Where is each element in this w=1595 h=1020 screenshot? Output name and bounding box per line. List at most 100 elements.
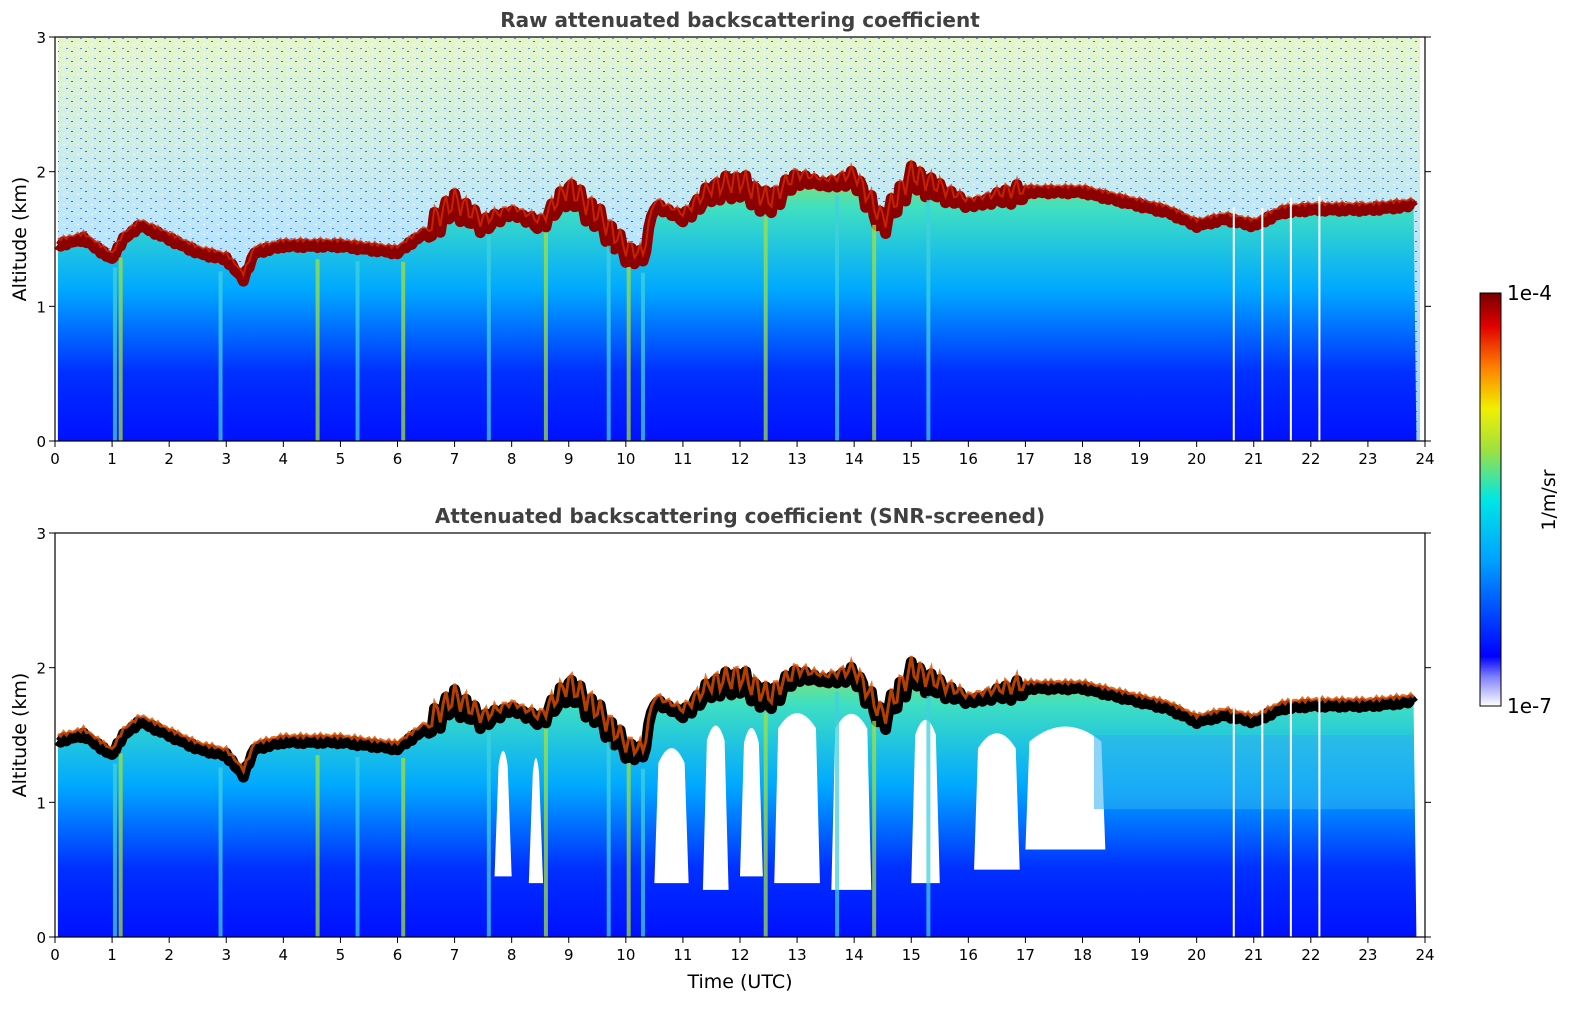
plume-streak (606, 741, 611, 937)
plume-streak (112, 763, 117, 937)
y-tick-label: 1 (36, 794, 46, 812)
screened-vertical-streaks (112, 691, 1321, 937)
x-tick-label: 22 (1301, 450, 1320, 468)
x-tick-label: 21 (1244, 946, 1263, 964)
data-gap-line (1261, 704, 1264, 937)
x-tick-label: 16 (959, 450, 978, 468)
y-tick-label: 1 (36, 298, 46, 316)
raw-pbl-top-line (54, 160, 1418, 287)
plume-streak (118, 257, 123, 441)
x-tick-label: 20 (1187, 450, 1206, 468)
x-tick-label: 1 (107, 946, 117, 964)
raw-y-axis-ticks: 0 1 2 3 (36, 29, 1431, 451)
x-tick-label: 5 (336, 450, 346, 468)
screened-backscatter-panel: Attenuated backscattering coefficient (S… (9, 504, 1435, 993)
x-tick-label: 13 (788, 946, 807, 964)
snr-removed-region (528, 758, 544, 884)
raw-vertical-streaks (112, 195, 1321, 441)
screened-pbl-top-edge (57, 655, 1415, 776)
screened-x-axis-ticks: 0 1 2 3 4 5 6 7 8 9 10 11 12 13 14 15 16 17 18 19 20 21 22 23 24 (50, 937, 1435, 964)
y-tick-label: 3 (36, 29, 46, 47)
x-tick-label: 7 (450, 946, 460, 964)
x-tick-label: 0 (50, 450, 60, 468)
plume-streak (118, 753, 123, 937)
plume-streak (872, 224, 877, 441)
x-tick-label: 19 (1130, 946, 1149, 964)
plume-streak (626, 267, 631, 441)
x-tick-label: 13 (788, 450, 807, 468)
x-tick-label: 11 (673, 946, 692, 964)
plume-streak (401, 757, 406, 937)
x-tick-label: 1 (107, 450, 117, 468)
x-tick-label: 4 (279, 450, 289, 468)
plume-streak (926, 695, 931, 937)
colorbar-min-label: 1e-7 (1507, 694, 1552, 718)
data-gap-line (1232, 207, 1235, 441)
x-tick-label: 6 (393, 946, 403, 964)
raw-panel-title: Raw attenuated backscattering coefficien… (500, 8, 980, 32)
snr-removed-region (831, 713, 872, 890)
x-tick-label: 22 (1301, 946, 1320, 964)
x-tick-label: 10 (616, 450, 635, 468)
x-tick-label: 10 (616, 946, 635, 964)
data-gap-line (1232, 703, 1235, 937)
raw-backscatter-panel: Raw attenuated backscattering coefficien… (9, 8, 1435, 468)
raw-pbl-top-edge (57, 159, 1415, 278)
colorbar-max-label: 1e-4 (1507, 281, 1552, 305)
x-tick-label: 12 (730, 946, 749, 964)
colorbar: 1e-4 1e-7 1/m/sr (1479, 281, 1560, 718)
plume-streak (355, 757, 360, 937)
snr-removed-region (702, 725, 729, 890)
x-tick-label: 7 (450, 450, 460, 468)
x-tick-label: 17 (1016, 450, 1035, 468)
data-gap-line (1318, 195, 1321, 441)
data-gap-line (1261, 208, 1264, 441)
plume-streak (218, 767, 223, 937)
x-tick-label: 23 (1358, 946, 1377, 964)
x-tick-label: 14 (845, 946, 864, 964)
snr-removed-region (974, 733, 1020, 870)
x-tick-label: 23 (1358, 450, 1377, 468)
plume-streak (315, 259, 320, 441)
snr-removed-region (911, 719, 940, 884)
screened-plot-area (54, 533, 1425, 937)
data-gap-line (1289, 693, 1292, 937)
x-tick-label: 18 (1073, 946, 1092, 964)
plume-streak (315, 755, 320, 937)
snr-removed-region (654, 748, 689, 884)
plume-streak (543, 232, 548, 441)
plume-streak (606, 245, 611, 441)
x-tick-label: 9 (564, 946, 574, 964)
plume-streak (543, 728, 548, 937)
x-tick-label: 0 (50, 946, 60, 964)
x-tick-label: 24 (1415, 450, 1434, 468)
x-tick-label: 21 (1244, 450, 1263, 468)
plume-streak (112, 267, 117, 441)
x-tick-label: 14 (845, 450, 864, 468)
plume-streak (926, 199, 931, 441)
snr-removed-region (740, 727, 763, 877)
plume-streak (486, 732, 491, 937)
plume-streak (401, 261, 406, 441)
plume-streak (835, 691, 840, 937)
colorbar-gradient (1479, 292, 1502, 707)
plume-streak (763, 712, 768, 937)
snr-removed-region (1025, 726, 1106, 850)
x-tick-label: 3 (221, 450, 231, 468)
x-tick-label: 2 (164, 946, 174, 964)
x-tick-label: 20 (1187, 946, 1206, 964)
x-tick-label: 18 (1073, 450, 1092, 468)
plume-streak (626, 763, 631, 937)
x-tick-label: 16 (959, 946, 978, 964)
x-tick-label: 4 (279, 946, 289, 964)
raw-x-axis-ticks: 0 1 2 3 4 5 6 7 8 9 10 11 12 13 14 15 16 17 18 19 20 21 22 23 24 (50, 441, 1435, 468)
plume-streak (486, 236, 491, 441)
plume-streak (835, 195, 840, 441)
x-tick-label: 2 (164, 450, 174, 468)
raw-aerosol-layer (57, 166, 1417, 441)
screened-panel-title: Attenuated backscattering coefficient (S… (435, 504, 1045, 528)
x-tick-label: 6 (393, 450, 403, 468)
plume-streak (763, 216, 768, 441)
colorbar-unit-label: 1/m/sr (1538, 469, 1560, 530)
